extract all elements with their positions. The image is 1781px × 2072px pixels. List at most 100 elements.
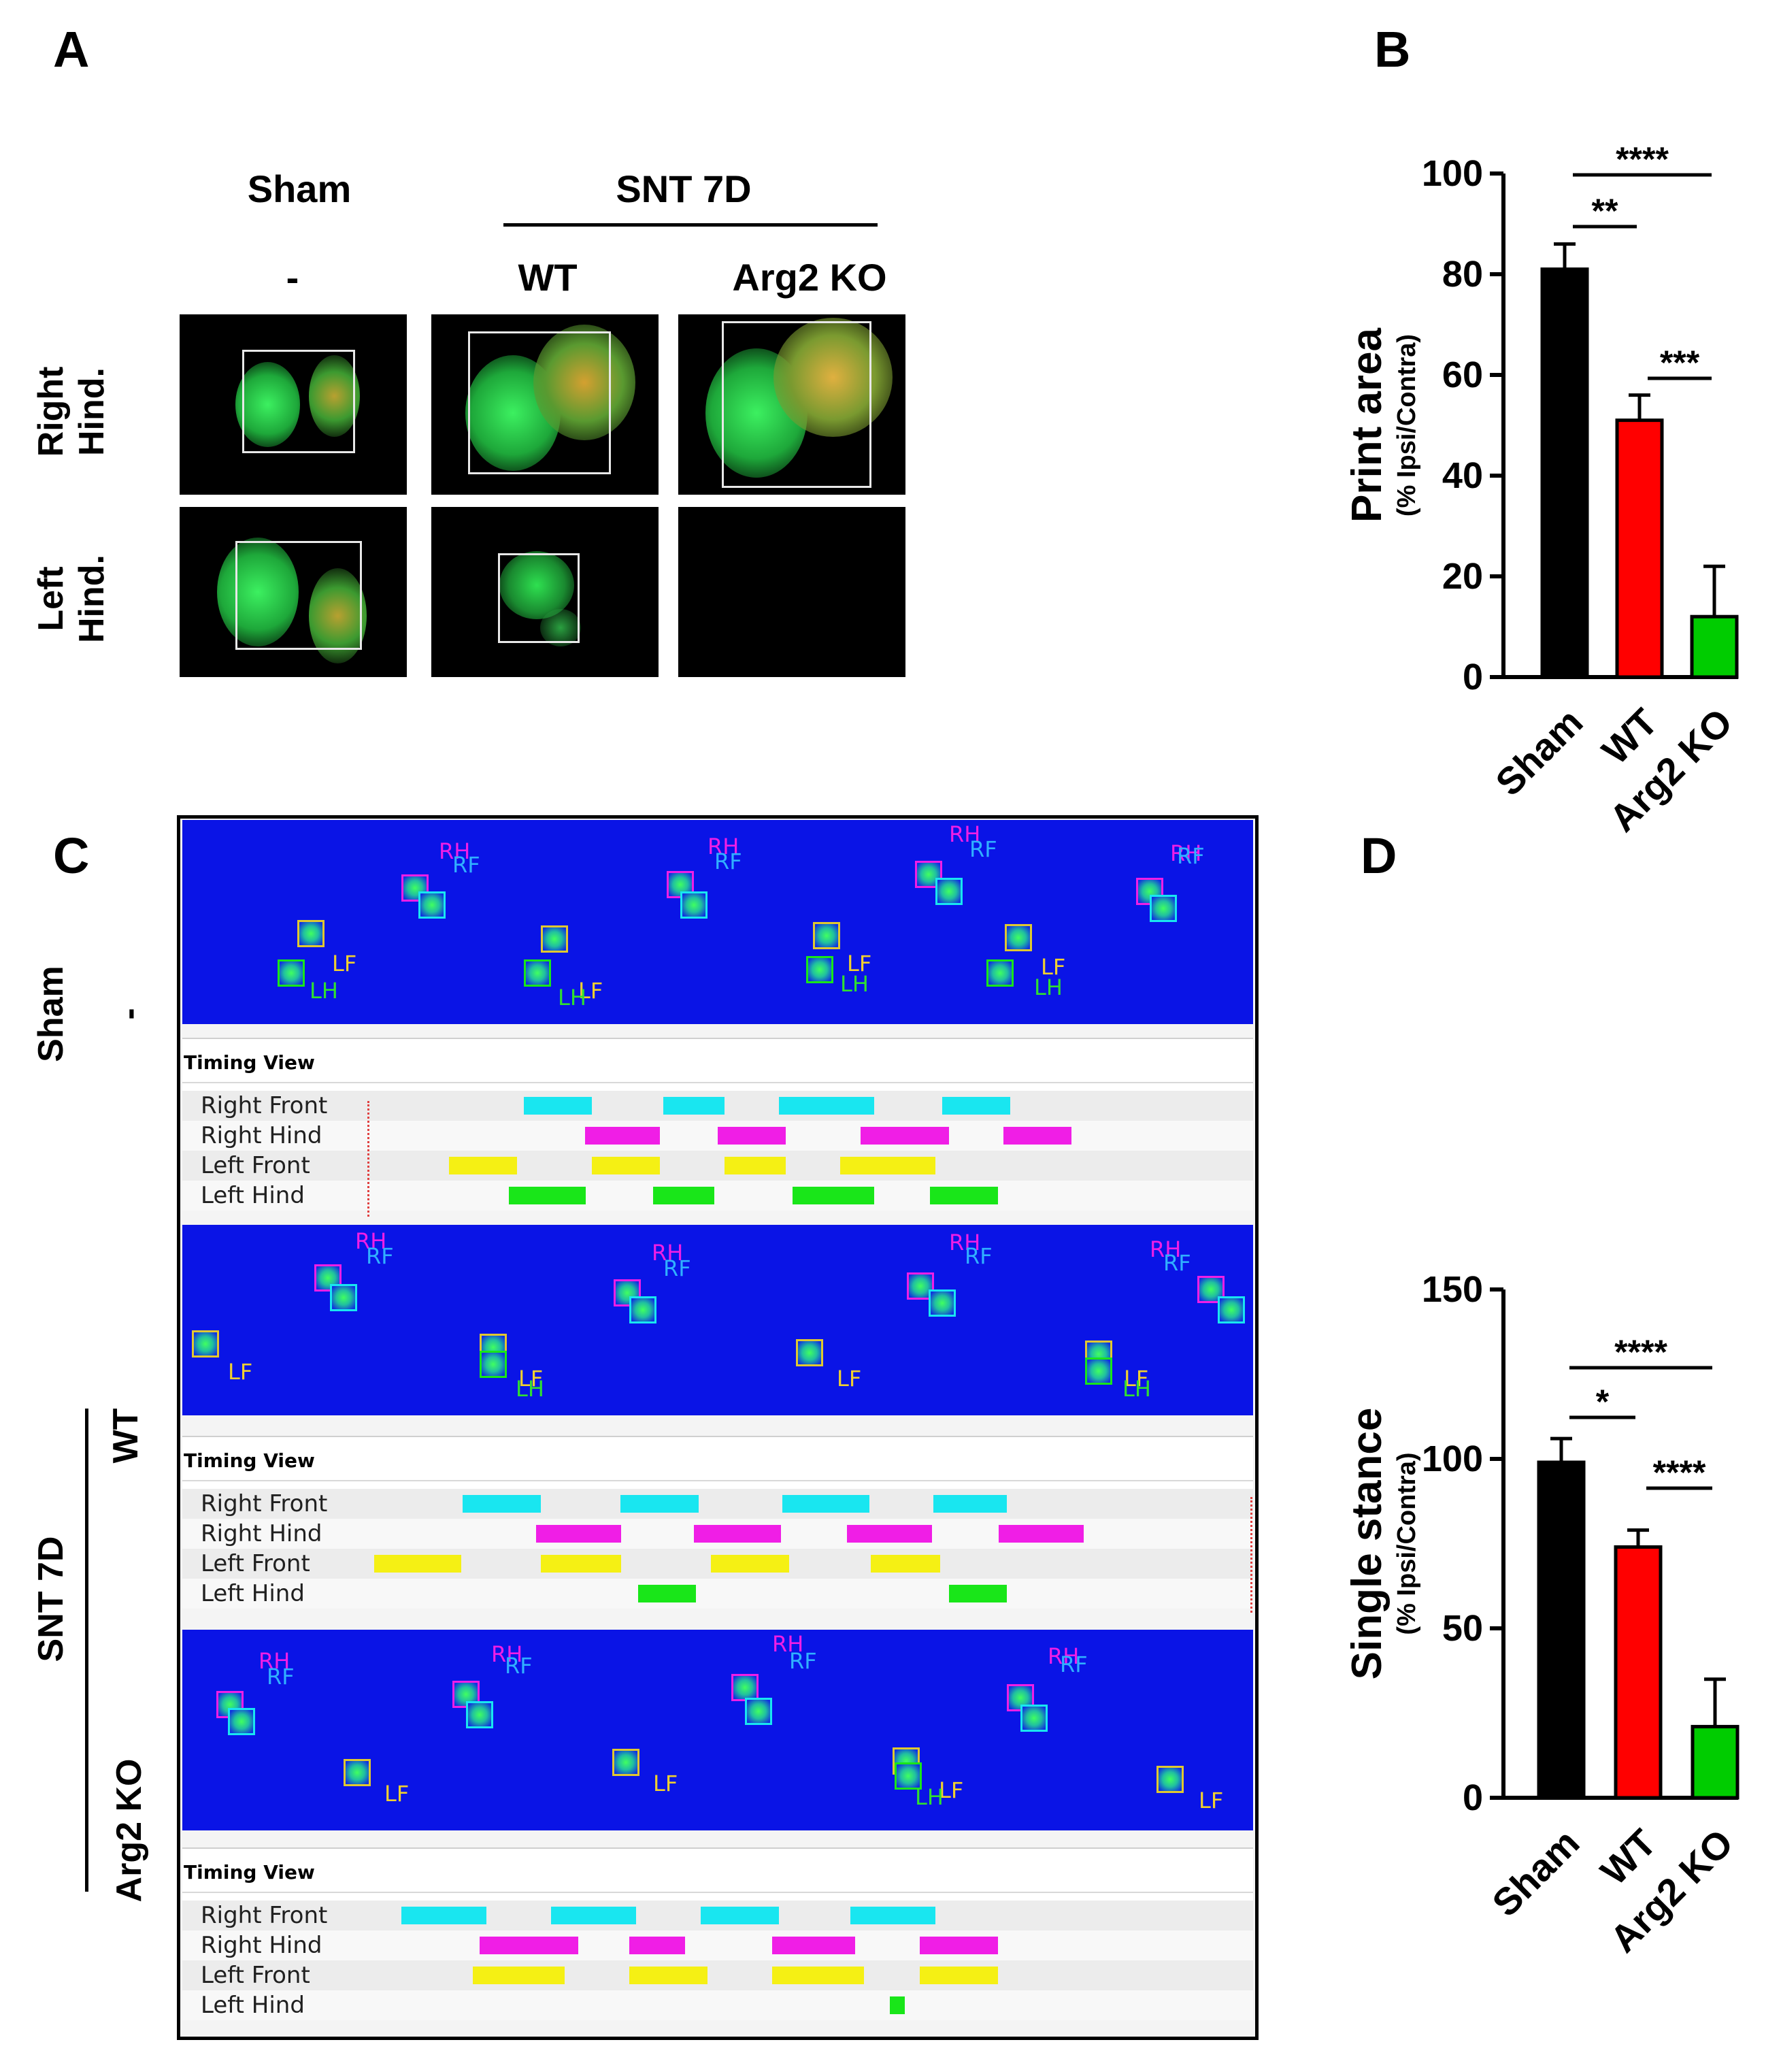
timing-bar <box>638 1585 696 1602</box>
paw-image-sham-left <box>180 507 407 677</box>
timing-bar <box>629 1937 685 1954</box>
paw-label: RH <box>772 1631 804 1657</box>
footprint-box <box>330 1284 357 1311</box>
y-tick-label: 40 <box>1442 455 1483 496</box>
timing-row-label: Left Front <box>201 1550 310 1577</box>
y-axis-title: Print area <box>1344 327 1391 523</box>
significance-label: **** <box>1653 1453 1706 1492</box>
paw-label: LF <box>578 978 603 1004</box>
timing-bar <box>782 1495 869 1513</box>
timing-bar <box>585 1127 660 1145</box>
footprint-box <box>480 1351 507 1378</box>
footprint-box <box>929 1289 956 1317</box>
paw-label: RH <box>708 834 739 859</box>
footprint-box <box>680 891 708 919</box>
paw-roi-box <box>498 553 580 643</box>
paw-blob <box>217 538 299 646</box>
column-group-line <box>503 223 878 227</box>
paw-label: LF <box>1199 1788 1224 1813</box>
paw-label: RF <box>505 1653 533 1679</box>
column-label-dash: - <box>286 256 299 299</box>
panel-d-letter: D <box>1361 827 1397 884</box>
paw-label: RF <box>789 1648 817 1674</box>
side-label-snt7d: SNT 7D <box>31 1536 71 1662</box>
paw-label: RF <box>267 1664 295 1690</box>
timing-row-label: Left Hind <box>201 1992 305 2019</box>
footprint-strip <box>182 1225 1253 1415</box>
timing-bar <box>509 1187 586 1204</box>
y-axis-subtitle: (% Ipsi/Contra) <box>1393 1452 1421 1634</box>
paw-label: LH <box>516 1376 544 1402</box>
side-label-arg2ko: Arg2 KO <box>110 1758 149 1903</box>
x-tick-label: Sham <box>1484 1821 1587 1924</box>
timing-cursor <box>1250 1497 1252 1613</box>
timing-view-title: Timing View <box>184 1861 315 1884</box>
paw-label: LF <box>332 951 357 976</box>
footprint-box <box>1085 1358 1112 1385</box>
footprint-box <box>228 1708 255 1735</box>
timing-row <box>182 1579 1253 1609</box>
paw-roi-box <box>235 541 362 650</box>
timing-bar <box>711 1555 789 1573</box>
paw-blob <box>235 362 300 447</box>
timing-bar <box>536 1525 621 1543</box>
panel-c-letter: C <box>53 827 90 884</box>
paw-label: RF <box>969 836 997 862</box>
paw-blob <box>533 325 635 440</box>
footprint-box <box>278 959 305 987</box>
timing-bar <box>701 1907 779 1924</box>
y-tick-label: 50 <box>1442 1608 1483 1649</box>
footprint-box <box>541 925 568 953</box>
bar <box>1615 418 1664 679</box>
y-axis-subtitle: (% Ipsi/Contra) <box>1393 334 1421 516</box>
paw-roi-box <box>242 350 355 453</box>
paw-label: RH <box>949 821 981 847</box>
y-tick-label: 100 <box>1422 153 1483 194</box>
paw-label: LF <box>1124 1366 1149 1392</box>
paw-label: RH <box>1170 840 1202 866</box>
paw-label: RF <box>1163 1250 1191 1276</box>
timing-row-label: Left Front <box>201 1152 310 1179</box>
timing-bar <box>725 1157 786 1174</box>
footprint-box <box>895 1762 922 1790</box>
paw-image-wt-right <box>431 314 659 495</box>
timing-divider <box>182 1082 1253 1083</box>
y-tick-label: 0 <box>1463 1777 1483 1818</box>
timing-view-title: Timing View <box>184 1051 315 1074</box>
timing-bar <box>620 1495 699 1513</box>
paw-label: LH <box>1034 974 1063 1000</box>
footprint-box <box>614 1279 641 1306</box>
timing-row-label: Right Front <box>201 1490 328 1517</box>
bar <box>1537 1460 1586 1800</box>
timing-bar <box>933 1495 1007 1513</box>
paw-label: RF <box>714 849 742 874</box>
timing-row-label: Right Hind <box>201 1520 322 1547</box>
timing-bar <box>930 1187 998 1204</box>
footprint-box <box>1020 1705 1048 1732</box>
footprint-box <box>935 878 963 905</box>
timing-bar <box>772 1967 864 1984</box>
side-label-sham: Sham <box>31 966 71 1062</box>
timing-bar <box>718 1127 786 1145</box>
significance-label: ** <box>1592 192 1618 230</box>
timing-bar <box>524 1097 592 1115</box>
row-label-left-hind: Left Hind. <box>31 555 112 643</box>
timing-bar <box>551 1907 636 1924</box>
paw-label: LF <box>939 1777 964 1803</box>
timing-row <box>182 1181 1253 1211</box>
timing-row-label: Right Hind <box>201 1122 322 1149</box>
timing-bar <box>840 1157 935 1174</box>
paw-label: RF <box>1177 843 1205 869</box>
paw-label: LH <box>1122 1376 1151 1402</box>
timing-bar <box>374 1555 461 1573</box>
timing-bar <box>949 1585 1007 1602</box>
footprint-strip <box>182 1630 1253 1830</box>
timing-row <box>182 1151 1253 1181</box>
paw-roi-box <box>468 331 611 474</box>
footprint-box <box>192 1330 219 1358</box>
row-label-right-hind: Right Hind. <box>31 366 112 457</box>
significance-label: * <box>1596 1383 1610 1421</box>
timing-row-label: Left Hind <box>201 1182 305 1209</box>
footprint-box <box>1150 895 1177 922</box>
y-tick-label: 80 <box>1442 254 1483 295</box>
